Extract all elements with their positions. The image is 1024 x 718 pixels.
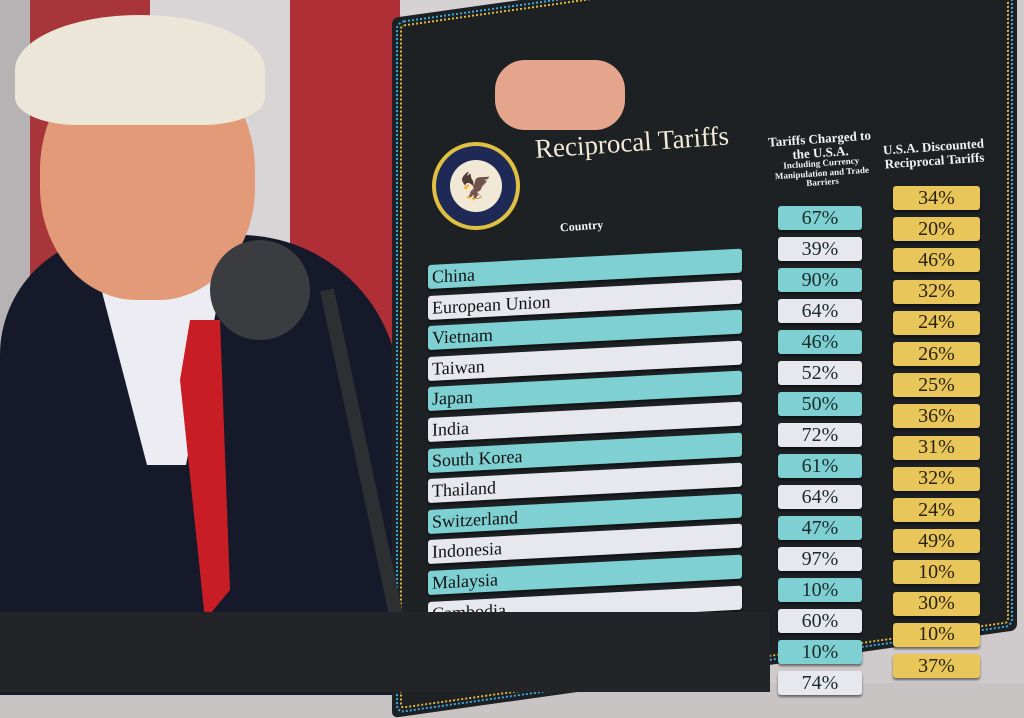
charged-column-header: Tariffs Charged to the U.S.A. Including C… [767, 127, 872, 189]
reciprocal-tariff-cell: 10% [893, 622, 980, 647]
speaker-hair [15, 15, 265, 125]
microphone [210, 240, 310, 340]
charged-tariff-cell: 67% [778, 206, 862, 230]
charged-tariff-cell: 46% [778, 330, 862, 354]
charged-tariff-cell: 10% [778, 578, 862, 602]
charged-tariff-cell: 74% [778, 671, 862, 695]
charged-tariff-cell: 60% [778, 609, 862, 633]
charged-tariff-cell: 61% [778, 454, 862, 478]
charged-tariff-cell: 10% [778, 640, 862, 664]
reciprocal-tariff-cell: 36% [893, 404, 980, 429]
reciprocal-tariff-cell: 32% [893, 279, 980, 304]
reciprocal-tariff-cell: 24% [893, 310, 980, 335]
reciprocal-tariff-cell: 24% [893, 498, 980, 522]
hand-holding-board [495, 60, 625, 130]
country-column-header: Country [559, 217, 604, 235]
reciprocal-tariff-cell: 10% [893, 560, 980, 585]
reciprocal-tariff-cell: 31% [893, 435, 980, 460]
charged-tariff-cell: 52% [778, 361, 862, 385]
reciprocal-tariff-cell: 26% [893, 342, 980, 366]
charged-tariff-cell: 64% [778, 485, 862, 509]
charged-tariff-cell: 39% [778, 237, 862, 261]
presidential-seal-icon: 🦅 [432, 142, 520, 230]
reciprocal-tariff-cell: 30% [893, 591, 980, 616]
charged-tariff-cell: 72% [778, 423, 862, 447]
charged-tariff-cell: 97% [778, 547, 862, 571]
podium [0, 612, 770, 692]
charged-tariff-cell: 64% [778, 299, 862, 323]
reciprocal-tariff-cell: 49% [893, 529, 980, 554]
reciprocal-tariff-cell: 34% [893, 186, 980, 210]
reciprocal-tariff-cell: 25% [893, 373, 980, 398]
reciprocal-tariff-cell: 32% [893, 466, 980, 491]
charged-tariff-cell: 50% [778, 392, 862, 416]
charged-tariff-cell: 47% [778, 516, 862, 540]
reciprocal-tariff-cell: 46% [893, 248, 980, 273]
charged-tariff-cell: 90% [778, 268, 862, 292]
reciprocal-tariff-cell: 20% [893, 217, 980, 242]
reciprocal-tariff-cell: 37% [893, 654, 980, 678]
